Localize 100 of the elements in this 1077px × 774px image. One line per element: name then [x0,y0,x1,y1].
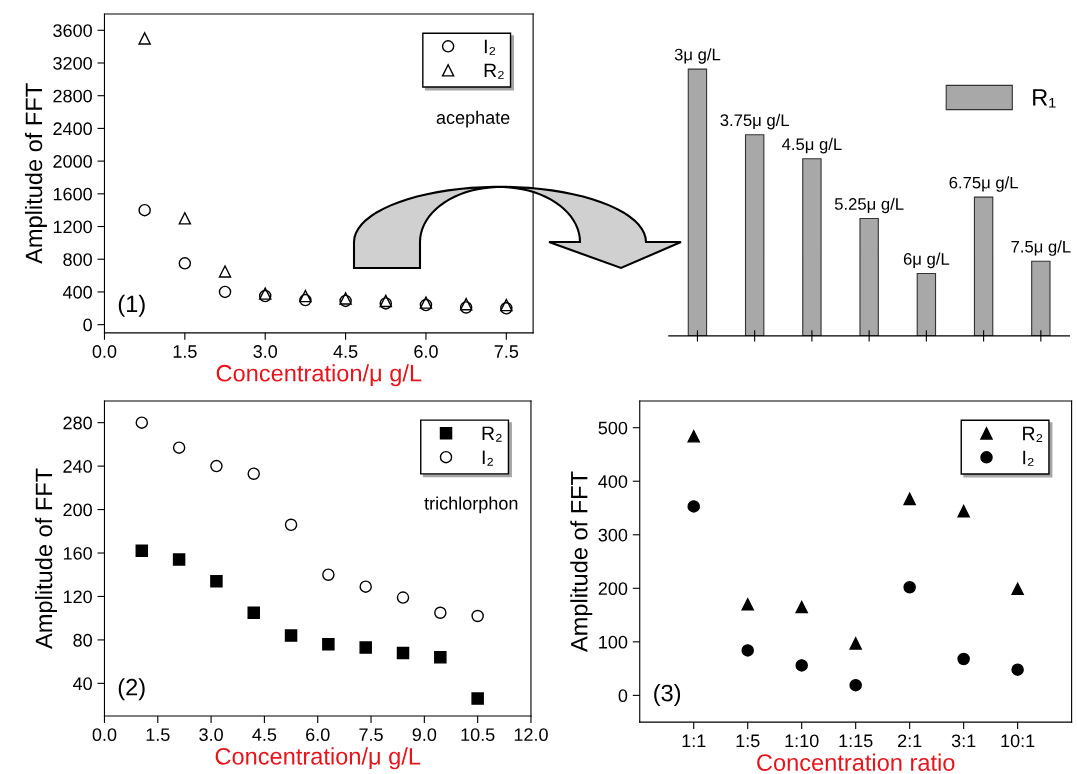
point [284,518,298,532]
point [741,644,754,657]
annotation: 6μ g/L [903,252,950,269]
point [172,441,186,454]
point [687,500,700,513]
point [138,203,151,217]
point [396,591,410,604]
y-tick-label: 400 [598,475,628,488]
y-axis-title: Amplitude of FFT [24,83,47,264]
legend-label: R₁ [1033,89,1056,108]
point [135,416,149,429]
point [138,32,151,45]
legend-label: R₂ [484,63,504,79]
point [795,600,808,614]
annotation: 6.75μ g/L [949,176,1018,192]
point [471,692,484,705]
annotation: (3) [654,684,681,707]
x-tick-label: 1:1 [682,734,706,748]
y-tick-label: 240 [63,460,92,473]
point [359,641,372,654]
x-tick-label: 1:5 [736,734,760,748]
x-tick-label: 7.5 [494,345,519,358]
y-tick-label: 200 [598,582,628,596]
point [459,297,473,311]
point [687,430,700,443]
point [178,257,192,270]
y-tick-label: 0 [618,689,628,703]
y-tick-label: 3600 [53,24,92,38]
x-tick-label: 4.5 [333,345,358,358]
annotation: 5.25μ g/L [834,197,904,214]
point [284,629,298,642]
point [795,659,808,672]
point [299,293,312,307]
bar [744,134,765,336]
point [218,265,232,278]
annotation: trichlorphon [424,496,518,514]
x-axis-title: Concentration ratio [757,753,955,771]
annotation: acephate [436,110,510,128]
x-tick-label: 7.5 [359,728,383,742]
x-tick-label: 1.5 [146,728,170,742]
y-tick-label: 40 [73,677,92,691]
x-tick-label: 3.0 [253,345,278,358]
y-tick-label: 2000 [53,155,92,168]
point [178,212,192,225]
x-tick-label: 10.5 [461,728,495,742]
x-tick-label: 3.0 [199,728,223,742]
x-tick-label: 3:1 [951,734,976,748]
annotation: 4.5μ g/L [782,137,842,154]
x-tick-label: 1:15 [839,734,873,748]
y-tick-label: 300 [598,528,628,542]
y-tick-label: 100 [599,635,628,649]
point [172,553,186,566]
annotation: 3.75μ g/L [720,113,790,130]
y-tick-label: 800 [63,253,92,266]
point [210,459,223,473]
y-tick-label: 3200 [53,56,92,70]
x-tick-label: 10:1 [1001,734,1035,748]
bar [859,217,879,336]
x-tick-label: 1.5 [173,345,197,358]
point [434,606,447,620]
bar [687,68,708,336]
y-axis-title: Amplitude of FFT [34,468,57,649]
x-tick-label: 2:1 [898,734,922,748]
bar [1031,260,1051,336]
y-tick-label: 120 [63,590,92,604]
y-tick-label: 2800 [53,89,92,103]
point [500,302,513,315]
point [903,492,916,506]
x-axis-title: Concentration/μ g/L [216,364,422,387]
point [741,598,754,611]
point [359,580,372,593]
point [322,568,335,581]
y-tick-label: 1200 [53,220,92,234]
x-tick-label: 1:10 [785,734,819,748]
point [957,652,970,666]
point [459,301,473,314]
x-tick-label: 4.5 [252,728,277,742]
point [849,678,862,692]
point [396,646,410,660]
legend-label: I₂ [1023,450,1034,466]
point [247,606,260,620]
y-tick-label: 0 [83,318,92,332]
legend-label: I₂ [484,39,496,55]
y-tick-label: 160 [63,546,92,560]
legend-label: R₂ [482,426,502,442]
point [500,298,513,312]
point [434,651,447,664]
annotation: (1) [118,294,145,317]
text: 3μ g/L [674,48,721,64]
bar [802,158,822,336]
x-tick-label: 0.0 [92,728,117,742]
y-tick-label: 2400 [53,122,92,136]
y-tick-label: 500 [598,421,628,435]
y-axis-title: Amplitude of FFT [570,471,593,653]
point [1011,663,1024,676]
x-tick-label: 6.0 [414,345,438,358]
y-tick-label: 1600 [53,187,92,201]
y-tick-label: 80 [73,633,92,647]
x-tick-label: 12.0 [514,728,548,742]
point [471,609,484,623]
